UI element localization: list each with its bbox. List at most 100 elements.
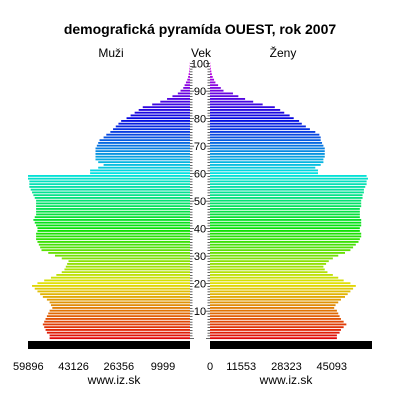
female-bar-age-85 bbox=[210, 103, 263, 106]
female-bar-age-67 bbox=[210, 153, 325, 155]
male-bar-age-97 bbox=[189, 70, 190, 73]
male-bar-age-45 bbox=[36, 213, 190, 216]
male-bar-age-75 bbox=[110, 131, 190, 133]
male-bar-age-67 bbox=[95, 153, 190, 155]
female-bar-age-71 bbox=[210, 142, 323, 144]
female-bar-age-91 bbox=[210, 87, 221, 89]
female-bar-age-16 bbox=[210, 293, 348, 296]
female-bar-age-77 bbox=[210, 125, 306, 128]
male-bar-age-76 bbox=[113, 128, 190, 131]
male-bar-age-39 bbox=[37, 230, 191, 232]
female-bar-age-94 bbox=[210, 78, 215, 81]
male-bar-age-92 bbox=[184, 84, 190, 87]
female-bar-age-76 bbox=[210, 128, 310, 131]
male-bar-age-71 bbox=[98, 142, 190, 144]
male-bar-age-32 bbox=[41, 249, 190, 252]
female-bar-age-44 bbox=[210, 216, 360, 219]
female-tick-label: 45093 bbox=[316, 361, 347, 373]
female-bar-age-19 bbox=[210, 285, 356, 287]
female-bar-age-0 bbox=[210, 337, 337, 340]
male-bar-age-2 bbox=[46, 331, 191, 334]
female-bar-age-40 bbox=[210, 227, 360, 230]
male-bar-age-65 bbox=[95, 158, 190, 161]
male-bar-age-95 bbox=[188, 76, 190, 78]
male-bar-age-13 bbox=[49, 301, 190, 304]
female-bar-age-9 bbox=[210, 312, 339, 315]
male-bar-age-54 bbox=[30, 188, 191, 191]
female-bar-age-82 bbox=[210, 111, 285, 114]
female-bar-age-22 bbox=[210, 276, 339, 279]
age-tick-label: 80 bbox=[194, 114, 206, 126]
female-bar-age-12 bbox=[210, 304, 336, 307]
male-bar-age-70 bbox=[96, 144, 190, 147]
male-bar-age-91 bbox=[183, 87, 190, 89]
female-bar-age-56 bbox=[210, 183, 367, 186]
female-bar-age-23 bbox=[210, 274, 333, 276]
male-bar-age-16 bbox=[40, 293, 191, 296]
female-bar-age-90 bbox=[210, 89, 224, 92]
male-tick-label: 59896 bbox=[13, 361, 44, 373]
x-axis-base bbox=[28, 341, 372, 349]
male-bar-age-24 bbox=[61, 271, 190, 274]
female-bar-age-55 bbox=[210, 186, 366, 188]
female-bar-age-36 bbox=[210, 238, 360, 241]
female-bar-age-31 bbox=[210, 252, 345, 254]
female-bar-age-49 bbox=[210, 202, 362, 205]
male-bar-age-20 bbox=[37, 282, 191, 285]
female-bar-age-11 bbox=[210, 307, 335, 309]
female-bar-age-93 bbox=[210, 81, 216, 84]
male-bar-age-89 bbox=[177, 92, 190, 95]
male-bar-age-74 bbox=[106, 133, 190, 136]
male-bar-age-66 bbox=[95, 155, 190, 158]
female-bar-age-30 bbox=[210, 254, 339, 257]
female-axis-base bbox=[210, 341, 372, 349]
female-bar-age-61 bbox=[210, 169, 318, 172]
female-bar-age-54 bbox=[210, 188, 364, 191]
male-bar-age-17 bbox=[37, 290, 191, 293]
female-bar-age-15 bbox=[210, 296, 345, 298]
male-bar-age-86 bbox=[160, 100, 190, 103]
female-bar-age-6 bbox=[210, 320, 344, 323]
male-bar-age-49 bbox=[36, 202, 190, 205]
female-bar-age-21 bbox=[210, 279, 344, 282]
male-bar-age-50 bbox=[36, 199, 190, 202]
male-bar-age-82 bbox=[134, 111, 190, 114]
female-bar-age-79 bbox=[210, 120, 300, 122]
female-bar-age-50 bbox=[210, 199, 362, 202]
footer-right: www.iz.sk bbox=[259, 373, 314, 387]
female-bar-age-39 bbox=[210, 230, 360, 232]
x-axis-tick-labels: 59896 43126 26356 9999 0 11553 28323 45093 bbox=[13, 361, 347, 373]
female-bar-age-34 bbox=[210, 243, 356, 246]
male-bar-age-81 bbox=[130, 114, 190, 117]
female-bar-age-25 bbox=[210, 268, 325, 271]
male-bar-age-25 bbox=[64, 268, 190, 271]
female-bar-age-64 bbox=[210, 161, 324, 164]
female-bar-age-41 bbox=[210, 224, 362, 227]
female-bar-age-35 bbox=[210, 241, 359, 243]
male-bar-age-53 bbox=[32, 191, 190, 194]
female-bar-age-27 bbox=[210, 263, 327, 265]
male-bar-age-21 bbox=[44, 279, 191, 282]
male-bar-age-47 bbox=[36, 208, 190, 210]
female-bar-age-60 bbox=[210, 172, 318, 175]
male-bar-age-56 bbox=[29, 183, 190, 186]
females-label: Ženy bbox=[270, 45, 297, 60]
female-bar-age-73 bbox=[210, 136, 321, 139]
male-bar-age-72 bbox=[99, 139, 190, 142]
male-bar-age-87 bbox=[167, 98, 190, 100]
female-bar-age-59 bbox=[210, 175, 367, 177]
male-bar-age-41 bbox=[36, 224, 190, 227]
male-axis-base bbox=[28, 341, 190, 349]
male-bar-age-62 bbox=[98, 166, 190, 169]
female-bar-age-57 bbox=[210, 180, 367, 183]
age-tick-label: 70 bbox=[194, 141, 206, 153]
female-bar-age-70 bbox=[210, 144, 324, 147]
male-bar-age-6 bbox=[44, 320, 191, 323]
male-bar-age-3 bbox=[45, 329, 190, 331]
female-bar-age-20 bbox=[210, 282, 351, 285]
female-bar-age-88 bbox=[210, 95, 239, 98]
male-bar-age-85 bbox=[152, 103, 190, 106]
female-bar-age-3 bbox=[210, 329, 341, 331]
female-bar-age-28 bbox=[210, 260, 329, 263]
male-bar-age-5 bbox=[42, 323, 190, 326]
